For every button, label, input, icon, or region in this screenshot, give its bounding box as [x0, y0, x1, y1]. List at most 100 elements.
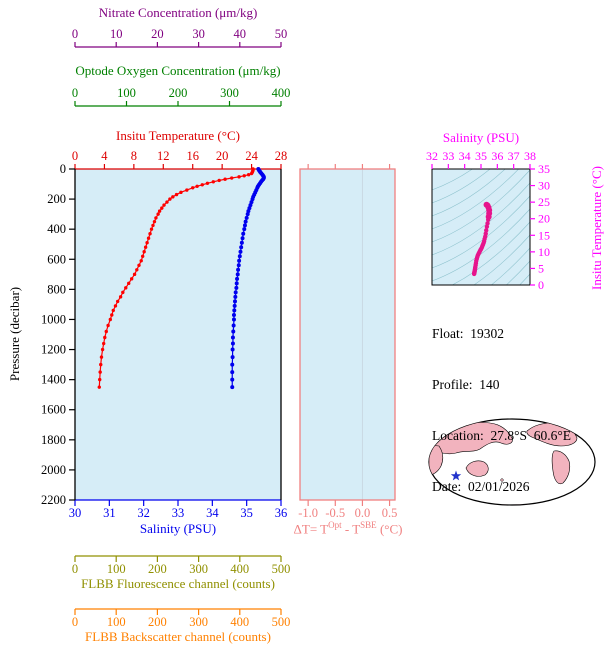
ts-point — [484, 224, 490, 229]
backscatter-axis-title: FLBB Backscatter channel (counts) — [85, 629, 271, 644]
insitu-temperature-point — [230, 176, 234, 180]
salinity-point — [230, 335, 235, 340]
density-contour-line — [432, 195, 530, 269]
insitu-temperature-point — [143, 245, 148, 249]
continent-shape — [551, 450, 571, 485]
salinity-point — [233, 294, 238, 299]
tick-label: 0 — [72, 27, 78, 41]
ts-temperature-axis-title: Insitu Temperature (°C) — [589, 166, 604, 290]
tick-label: 500 — [272, 562, 291, 576]
tick-label: 0 — [72, 149, 78, 163]
salinity-point — [233, 290, 238, 295]
salinity-point — [231, 323, 236, 328]
delta-t-title-post: (°C) — [376, 521, 403, 537]
insitu-temperature-point — [113, 304, 118, 308]
salinity-point — [232, 303, 237, 308]
salinity-point — [230, 377, 235, 382]
insitu-temperature-point — [242, 174, 246, 178]
float-info-block: Float: 19302 Profile: 140 Location: 27.8… — [432, 291, 571, 529]
salinity-point — [240, 236, 245, 241]
salinity-point — [236, 267, 241, 272]
insitu-temperature-point — [97, 385, 101, 389]
tick-label: 100 — [107, 615, 126, 629]
insitu-temperature-point — [106, 323, 110, 328]
tick-label: 38 — [524, 149, 536, 163]
tick-label: 30 — [69, 506, 82, 520]
insitu-temperature-point — [249, 171, 254, 176]
insitu-temperature-point — [139, 259, 143, 263]
tick-label: 2000 — [41, 463, 66, 477]
salinity-point — [230, 355, 235, 360]
insitu-temperature-point — [211, 180, 216, 184]
tick-label: 10 — [110, 27, 123, 41]
delta-t-title-pre: ΔT= T — [293, 521, 329, 537]
tick-label: 400 — [230, 615, 249, 629]
tick-label: 300 — [189, 615, 208, 629]
tick-label: 36 — [491, 149, 503, 163]
insitu-temperature-point — [185, 188, 189, 192]
salinity-point — [239, 245, 244, 250]
insitu-temperature-point — [154, 216, 158, 220]
tick-label: 35 — [240, 506, 253, 520]
insitu-temperature-point — [151, 223, 155, 228]
tick-label: 37 — [508, 149, 520, 163]
salinity-point — [231, 312, 236, 317]
tick-label: 15 — [538, 228, 550, 242]
tick-label: 32 — [137, 506, 150, 520]
salinity-point — [236, 263, 241, 268]
salinity-point — [231, 317, 236, 322]
island-shape — [500, 478, 504, 482]
float-id-line: Float: 19302 — [432, 326, 505, 341]
tick-label: 1800 — [41, 433, 66, 447]
tick-label: 25 — [538, 195, 550, 209]
insitu-temperature-point — [137, 263, 141, 267]
insitu-temperature-point — [200, 183, 204, 187]
insitu-temperature-point — [111, 308, 115, 313]
salinity-point — [246, 209, 251, 214]
insitu-temperature-point — [98, 377, 102, 382]
salinity-point — [232, 299, 237, 304]
salinity-point — [232, 308, 237, 313]
insitu-temperature-point — [174, 192, 179, 197]
insitu-temperature-point — [100, 347, 105, 352]
tick-label: 200 — [148, 615, 167, 629]
salinity-point — [241, 231, 246, 236]
tick-label: 10 — [538, 245, 550, 259]
salinity-point — [234, 285, 239, 290]
tick-label: 36 — [275, 506, 288, 520]
salinity-point — [250, 197, 255, 202]
tick-label: -0.5 — [325, 506, 345, 520]
tick-label: 2200 — [41, 493, 66, 507]
date-line: Date: 02/01/2026 — [432, 479, 530, 494]
ts-plot-area — [432, 169, 530, 285]
insitu-temperature-point — [140, 254, 145, 258]
salinity-point — [235, 276, 240, 281]
insitu-temperature-point — [179, 190, 183, 195]
tick-label: 0 — [538, 278, 544, 292]
density-contour-line — [432, 182, 530, 256]
tick-label: 1600 — [41, 403, 66, 417]
insitu-temperature-point — [146, 236, 151, 240]
fluorescence-axis-title: FLBB Fluorescence channel (counts) — [81, 576, 275, 591]
tick-label: 12 — [157, 149, 170, 163]
tick-label: 200 — [148, 562, 167, 576]
tick-label: 400 — [230, 562, 249, 576]
insitu-temperature-point — [142, 250, 146, 254]
insitu-temperature-point — [124, 286, 128, 290]
density-contour-line — [505, 260, 530, 285]
insitu-temperature-point — [156, 212, 160, 216]
tick-label: 0 — [60, 162, 66, 176]
tick-label: 35 — [538, 162, 550, 176]
insitu-temperature-point — [121, 290, 125, 295]
insitu-temperature-point — [246, 173, 251, 177]
salinity-point — [247, 206, 252, 211]
ts-point — [485, 217, 491, 222]
insitu-temperature-point — [145, 241, 149, 245]
insitu-temperature-point — [168, 197, 172, 201]
insitu-temperature-point — [160, 206, 164, 210]
tick-label: 0.0 — [355, 506, 371, 520]
tick-label: 5 — [538, 261, 544, 275]
insitu-temperature-point — [115, 299, 120, 304]
density-contour-line — [432, 169, 520, 230]
